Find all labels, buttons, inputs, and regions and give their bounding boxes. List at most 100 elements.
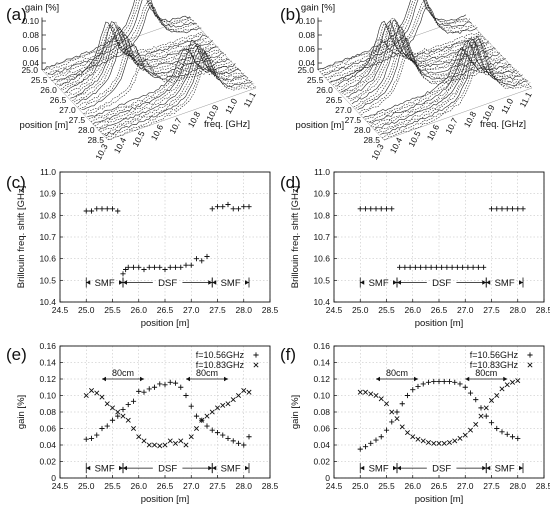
data-point-cross <box>141 438 147 444</box>
surface-profile-line <box>353 34 502 108</box>
data-point-cross <box>378 396 384 402</box>
data-point-plus <box>378 206 384 212</box>
data-point-plus <box>104 423 110 429</box>
x-tick-label: 28.5 <box>262 305 279 315</box>
z-tick-label: 0.06 <box>298 44 315 54</box>
data-point-cross <box>483 405 489 411</box>
y-tick-label: 0 <box>325 473 330 483</box>
surface-profile-line <box>331 31 480 83</box>
data-point-plus <box>415 383 421 390</box>
legend-label: f=10.83GHz <box>196 360 245 370</box>
data-point-cross <box>246 389 252 395</box>
data-point-plus <box>425 379 432 385</box>
freq-tick-label: 10.6 <box>149 123 166 143</box>
y-tick-label: 10.6 <box>313 254 330 264</box>
x-tick-label: 26.0 <box>130 305 147 315</box>
x-tick-label: 28.0 <box>509 305 526 315</box>
y-tick-label: 0.14 <box>313 358 330 368</box>
z-axis-label: gain [%] <box>25 2 59 13</box>
data-point-plus <box>499 429 505 435</box>
data-point-plus <box>157 381 163 387</box>
y-tick-label: 0.06 <box>313 424 330 434</box>
x-tick-label: 26.5 <box>431 305 448 315</box>
data-point-cross <box>167 438 173 444</box>
data-point-cross <box>146 442 152 448</box>
surface-chart-b: 0.10 0.08 0.06 0.04 gain [%] 25.025.526.026.5… <box>296 0 534 162</box>
data-point-plus <box>397 264 403 270</box>
legend-marker-plus <box>527 352 533 358</box>
annotation-arrow-head <box>376 376 380 382</box>
y-tick-label: 10.4 <box>39 297 56 307</box>
x-axis-label: position [m] <box>415 318 464 329</box>
surface-profile-line <box>73 30 223 103</box>
data-point-plus <box>193 256 200 262</box>
x-axis-label: position [m] <box>141 494 190 505</box>
data-point-plus <box>368 206 374 212</box>
z-tick-label: 0.08 <box>298 30 315 40</box>
data-point-plus <box>109 206 116 212</box>
x-tick-label: 25.5 <box>378 305 395 315</box>
scatter-chart-c: 24.5 25.0 25.5 26.0 26.5 27.0 27.5 28.0 28.5 10.4… <box>16 167 279 329</box>
data-point-cross <box>394 416 400 422</box>
data-point-plus <box>428 264 434 270</box>
x-tick-label: 28.0 <box>235 481 252 491</box>
data-point-cross <box>104 401 110 407</box>
x-tick-label: 25.5 <box>378 481 395 491</box>
freq-tick-label: 10.8 <box>186 110 203 130</box>
data-point-plus <box>193 413 200 419</box>
region-arrow-head <box>212 465 217 471</box>
surface-profile-line <box>334 20 484 87</box>
data-point-plus <box>410 387 416 393</box>
surface-profile-line <box>350 24 499 102</box>
data-point-cross <box>130 425 137 432</box>
panel-letter-f: (f) <box>280 345 296 364</box>
data-point-plus <box>204 423 210 429</box>
y-tick-label: 0.04 <box>39 440 56 450</box>
region-arrow-head <box>86 465 91 471</box>
scatter-chart-d: 24.5 25.0 25.5 26.0 26.5 27.0 27.5 28.0 28.5 10.4… <box>290 167 550 329</box>
z-tick-label: 0.04 <box>298 58 315 68</box>
x-tick-label: 28.5 <box>536 305 550 315</box>
data-point-cross <box>494 392 500 399</box>
data-point-plus <box>515 206 521 212</box>
z-tick-label: 0.04 <box>22 58 39 68</box>
region-label: SMF <box>495 464 515 475</box>
data-point-cross <box>157 443 163 449</box>
surface-profile-line <box>94 42 243 126</box>
data-point-cross <box>136 434 142 440</box>
panel-letter-b: (b) <box>280 5 301 24</box>
data-point-cross <box>389 409 395 415</box>
data-point-plus <box>83 436 89 442</box>
data-point-plus <box>157 264 163 270</box>
data-point-cross <box>457 435 463 441</box>
data-point-cross <box>209 409 215 415</box>
data-point-plus <box>454 264 460 270</box>
data-point-cross <box>404 430 411 436</box>
z-axis-label: gain [%] <box>301 2 335 13</box>
surface-profile-line <box>53 6 202 81</box>
data-point-plus <box>452 379 458 385</box>
x-tick-label: 26.5 <box>431 481 448 491</box>
data-point-plus <box>109 417 116 423</box>
data-point-cross <box>452 438 458 444</box>
data-point-plus <box>407 264 413 270</box>
data-point-plus <box>225 201 231 208</box>
data-point-plus <box>402 264 408 270</box>
data-point-cross <box>115 409 121 415</box>
freq-tick-label: 10.4 <box>112 136 129 156</box>
region-arrow-head <box>360 280 365 285</box>
x-tick-label: 27.5 <box>483 305 500 315</box>
surface-profile-line <box>338 25 487 92</box>
data-point-plus <box>88 435 95 441</box>
legend-marker-plus <box>253 352 259 358</box>
position-tick-label: 25.5 <box>307 75 324 85</box>
data-point-plus <box>378 434 384 440</box>
data-point-plus <box>99 206 105 212</box>
legend-label: f=10.56GHz <box>470 350 519 360</box>
freq-axis-label: freq. [GHz] <box>204 119 250 130</box>
data-point-plus <box>125 401 131 408</box>
data-point-plus <box>162 266 168 273</box>
region-arrow-head <box>482 280 487 285</box>
surface-floor <box>317 17 533 141</box>
region-label: SMF <box>221 278 241 289</box>
